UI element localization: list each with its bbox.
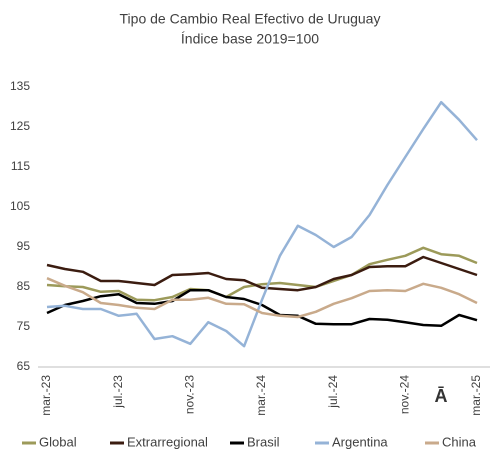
line bbox=[46, 288, 478, 328]
y-tick-label: 75 bbox=[17, 319, 31, 333]
y-tick-label: 105 bbox=[10, 199, 30, 213]
y-tick-label: 135 bbox=[10, 79, 30, 93]
annotation: Ā bbox=[435, 386, 448, 406]
legend-label: Global bbox=[39, 434, 77, 449]
legend-label: Argentina bbox=[332, 434, 388, 449]
chart-subtitle: Índice base 2019=100 bbox=[181, 31, 319, 47]
legend-label: China bbox=[442, 434, 477, 449]
line bbox=[46, 100, 478, 348]
x-tick-label: nov.-23 bbox=[183, 375, 197, 414]
y-tick-label: 125 bbox=[10, 119, 30, 133]
line bbox=[46, 277, 478, 319]
x-tick-label: nov.-24 bbox=[398, 375, 412, 414]
y-tick-label: 65 bbox=[17, 359, 31, 373]
legend-label: Extrarregional bbox=[127, 434, 208, 449]
y-tick-label: 85 bbox=[17, 279, 31, 293]
y-tick-label: 115 bbox=[11, 159, 30, 173]
x-tick-label: mar.-23 bbox=[39, 375, 53, 416]
x-tick-label: jul.-23 bbox=[111, 375, 125, 409]
x-tick-label: mar.-25 bbox=[469, 375, 483, 416]
line bbox=[46, 255, 478, 292]
x-tick-label: mar.-24 bbox=[254, 375, 268, 416]
legend-label: Brasil bbox=[247, 434, 280, 449]
chart-title: Tipo de Cambio Real Efectivo de Uruguay bbox=[120, 11, 381, 27]
y-tick-label: 95 bbox=[17, 239, 31, 253]
x-tick-label: jul.-24 bbox=[326, 375, 340, 409]
line bbox=[46, 246, 478, 302]
